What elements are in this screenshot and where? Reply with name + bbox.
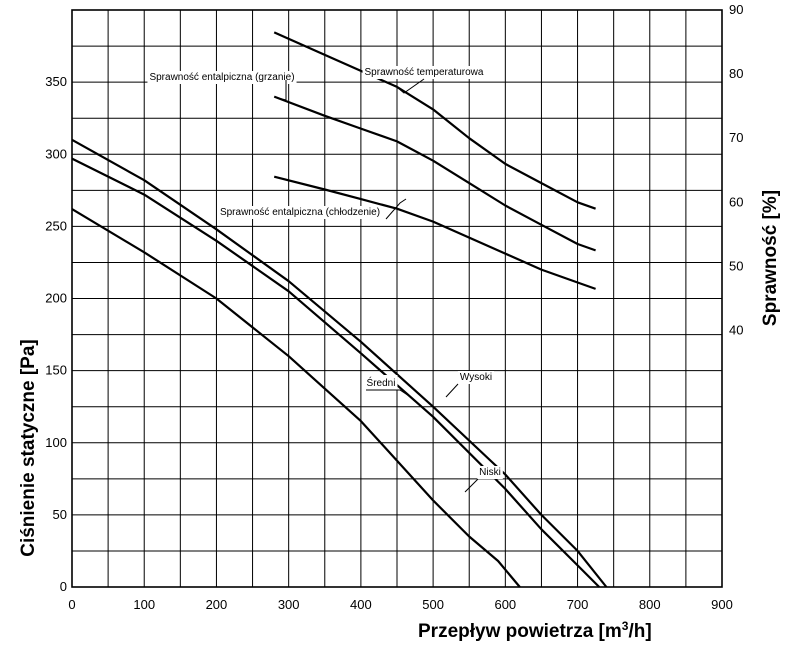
y-left-tick-label: 300	[45, 146, 67, 161]
tick-labels: 0 100 200 300 400 500 600 700 800 900 0 50 100 150 200…	[45, 2, 743, 612]
annotations: Sprawność temperaturowa Sprawność entalpi…	[147, 66, 503, 493]
series-annotation: Niski	[464, 466, 503, 493]
y-left-tick-label: 150	[45, 363, 67, 378]
x-axis-title-sup: 3	[622, 619, 629, 633]
x-tick-label: 300	[278, 597, 300, 612]
series-label: Sprawność temperaturowa	[365, 67, 484, 78]
y-left-tick-label: 350	[45, 74, 67, 89]
series-label: Średni	[367, 376, 396, 389]
series-label: Niski	[479, 467, 501, 478]
series-annotation: Sprawność entalpiczna (grzanie)	[147, 71, 297, 101]
leader-line	[385, 198, 407, 220]
x-tick-label: 0	[68, 597, 75, 612]
leader-line	[397, 78, 425, 94]
series-label-bg	[364, 375, 398, 390]
series-annotation: Średni	[364, 375, 413, 399]
x-tick-label: 900	[711, 597, 733, 612]
x-tick-label: 100	[133, 597, 155, 612]
x-axis-title-end: /h]	[628, 621, 651, 642]
series-line-sprawnosc-entalpiczna-ch-odzenie	[273, 175, 596, 290]
x-axis-title-main: Przepływ powietrza [m	[418, 621, 622, 642]
y-right-tick-label: 40	[729, 323, 743, 338]
y-right-tick-label: 60	[729, 194, 743, 209]
series-annotation: Sprawność entalpiczna (chłodzenie)	[217, 198, 407, 220]
leader-line	[366, 389, 413, 399]
series-label-bg	[457, 371, 495, 384]
series-annotation: Sprawność temperaturowa	[362, 66, 486, 94]
y-left-tick-label: 0	[60, 579, 67, 594]
leader-line	[277, 80, 287, 101]
y-left-tick-label: 200	[45, 291, 67, 306]
series-annotation: Wysoki	[445, 371, 495, 398]
y-left-tick-label: 50	[53, 507, 67, 522]
series-line-wysoki	[71, 138, 608, 588]
series-label-bg	[147, 71, 297, 84]
y-left-tick-label: 250	[45, 218, 67, 233]
series-label: Sprawność entalpiczna (chłodzenie)	[220, 207, 380, 218]
y-right-tick-label: 90	[729, 2, 743, 17]
y-axis-left-title: Ciśnienie statyczne [Pa]	[18, 339, 39, 557]
y-left-tick-label: 100	[45, 435, 67, 450]
plot-frame	[71, 9, 723, 588]
series-line-sprawnosc-entalpiczna-grzanie	[273, 95, 596, 252]
series-label-bg	[477, 466, 503, 479]
y-axis-right-title: Sprawność [%]	[760, 190, 781, 326]
leader-line	[445, 383, 459, 398]
series-line-sprawnosc-temperaturowa	[273, 31, 596, 210]
y-right-tick-label: 70	[729, 130, 743, 145]
x-tick-label: 600	[494, 597, 516, 612]
series-label: Sprawność entalpiczna (grzanie)	[149, 72, 294, 83]
series-label-bg	[217, 206, 383, 219]
leader-line	[464, 478, 479, 493]
y-right-tick-label: 80	[729, 66, 743, 81]
x-tick-label: 700	[567, 597, 589, 612]
x-tick-label: 500	[422, 597, 444, 612]
series-label: Wysoki	[460, 372, 492, 383]
x-tick-label: 200	[206, 597, 228, 612]
y-right-tick-label: 50	[729, 258, 743, 273]
grid	[72, 10, 722, 587]
x-tick-label: 800	[639, 597, 661, 612]
series-line-sredni	[71, 157, 600, 588]
series-lines	[71, 31, 608, 588]
series-line-niski	[71, 208, 521, 588]
x-axis-title: Przepływ powietrza [m3/h]	[418, 619, 652, 642]
series-label-bg	[362, 66, 486, 79]
x-tick-label: 400	[350, 597, 372, 612]
